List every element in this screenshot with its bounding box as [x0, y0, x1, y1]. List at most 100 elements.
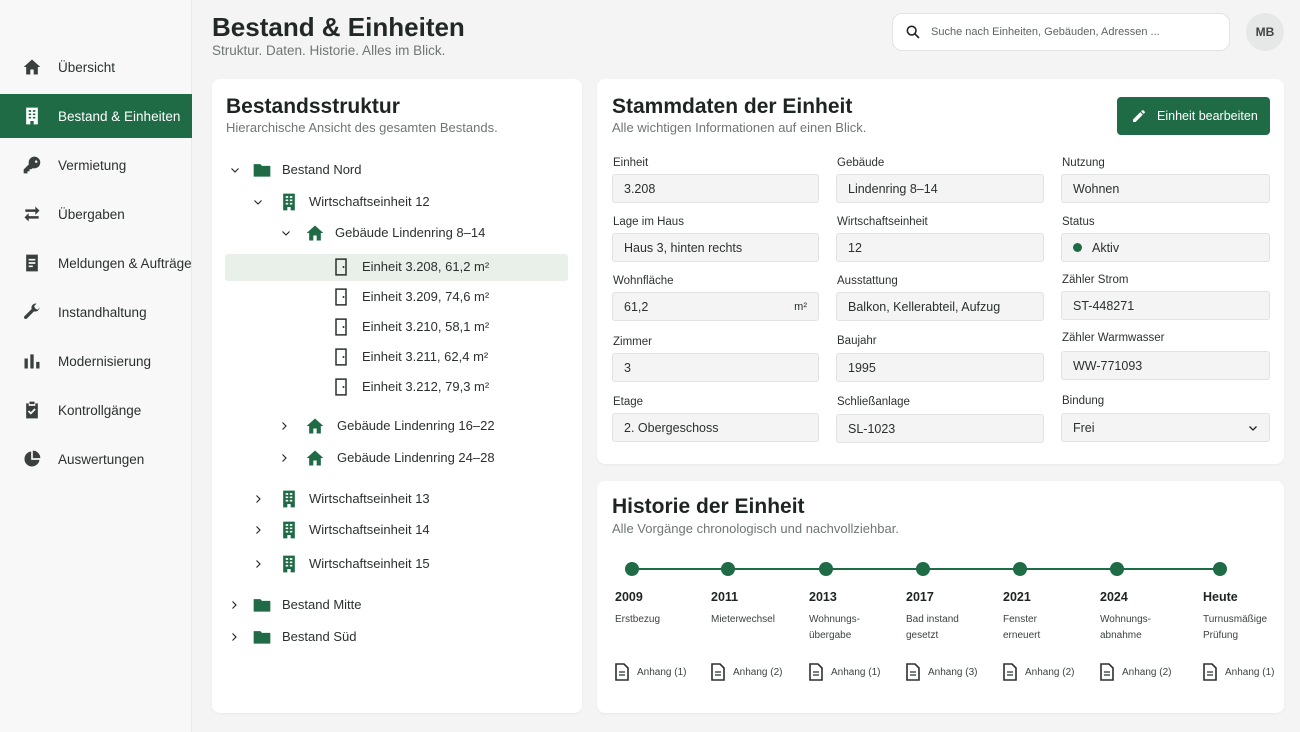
field-gebaeude[interactable]: Lindenring 8–14	[836, 174, 1044, 203]
timeline-dot[interactable]	[819, 562, 833, 576]
home-icon	[22, 57, 42, 77]
document-icon	[808, 663, 831, 681]
field-status[interactable]: Aktiv	[1061, 233, 1270, 262]
attachment-link[interactable]: Anhang (2)	[710, 663, 782, 681]
historie-subtitle: Alle Vorgänge chronologisch und nachvoll…	[612, 521, 899, 536]
document-icon	[1202, 663, 1225, 681]
sidebar-item-modernisierung[interactable]: Modernisierung	[0, 339, 192, 383]
field-schliessanlage[interactable]: SL-1023	[836, 414, 1044, 443]
folder-icon	[252, 595, 272, 615]
field-nutzung[interactable]: Wohnen	[1061, 174, 1270, 203]
attachment-link[interactable]: Anhang (1)	[1202, 663, 1274, 681]
attachment-link[interactable]: Anhang (2)	[1099, 663, 1171, 681]
search-input[interactable]	[931, 26, 1211, 38]
bindung-value: Frei	[1073, 420, 1095, 435]
timeline-dot[interactable]	[625, 562, 639, 576]
field-zaehler-warmwasser[interactable]: WW-771093	[1061, 351, 1270, 380]
search-box[interactable]	[892, 13, 1230, 51]
tree-node-label[interactable]: Einheit 3.210, 58,1 m²	[362, 319, 490, 334]
sidebar-item-bestand[interactable]: Bestand & Einheiten	[0, 94, 192, 138]
field-ausstattung[interactable]: Balkon, Kellerabteil, Aufzug	[836, 292, 1044, 321]
sidebar-item-kontrollgaenge[interactable]: Kontrollgänge	[0, 388, 192, 432]
tree-node-label[interactable]: Wirtschaftseinheit 15	[309, 556, 430, 571]
attachment-link[interactable]: Anhang (3)	[905, 663, 977, 681]
sidebar-nav: Übersicht Bestand & Einheiten Vermietung…	[0, 45, 192, 486]
attachment-label: Anhang (2)	[1122, 666, 1172, 678]
sidebar-item-uebersicht[interactable]: Übersicht	[0, 45, 192, 89]
timeline-description: Wohnungs- abnahme	[1100, 614, 1151, 641]
swap-icon	[22, 204, 42, 224]
field-label-einheit: Einheit	[613, 157, 649, 169]
tree-node-label[interactable]: Wirtschaftseinheit 12	[309, 194, 430, 209]
chevron-right-icon[interactable]	[227, 630, 241, 644]
attachment-link[interactable]: Anhang (1)	[614, 663, 686, 681]
tree-title: Bestandsstruktur	[226, 95, 400, 118]
door-icon	[331, 287, 351, 307]
field-einheit[interactable]: 3.208	[612, 174, 819, 203]
timeline-dot[interactable]	[916, 562, 930, 576]
timeline-dot[interactable]	[1013, 562, 1027, 576]
tree-node-label[interactable]: Wirtschaftseinheit 13	[309, 491, 430, 506]
field-lage[interactable]: Haus 3, hinten rechts	[612, 233, 819, 262]
chevron-right-icon[interactable]	[227, 598, 241, 612]
sidebar-item-label: Auswertungen	[58, 451, 145, 467]
attachment-link[interactable]: Anhang (2)	[1002, 663, 1074, 681]
chevron-right-icon[interactable]	[277, 419, 291, 433]
chevron-down-icon[interactable]	[228, 163, 242, 177]
sidebar-item-label: Instandhaltung	[58, 304, 147, 320]
sidebar-item-instandhaltung[interactable]: Instandhaltung	[0, 290, 192, 334]
building-icon	[279, 489, 299, 509]
stammdaten-subtitle: Alle wichtigen Informationen auf einen B…	[612, 120, 867, 135]
field-wirtschaftseinheit[interactable]: 12	[836, 233, 1044, 262]
sidebar-item-auswertungen[interactable]: Auswertungen	[0, 437, 192, 481]
tree-node-label[interactable]: Bestand Mitte	[282, 597, 362, 612]
field-label-etage: Etage	[613, 396, 644, 408]
field-zaehler-strom[interactable]: ST-448271	[1061, 291, 1270, 320]
folder-icon	[252, 160, 272, 180]
bar-chart-icon	[22, 351, 42, 371]
edit-unit-button[interactable]: Einheit bearbeiten	[1117, 97, 1270, 135]
chevron-right-icon[interactable]	[251, 492, 265, 506]
tree-node-label[interactable]: Einheit 3.208, 61,2 m²	[362, 259, 490, 274]
avatar[interactable]: MB	[1246, 13, 1284, 51]
chevron-down-icon[interactable]	[251, 195, 265, 209]
tree-node-label[interactable]: Bestand Nord	[282, 162, 362, 177]
field-wohnflaeche[interactable]: 61,2 m²	[612, 292, 819, 321]
timeline-dot[interactable]	[1213, 562, 1227, 576]
tree-node-label[interactable]: Gebäude Lindenring 24–28	[337, 450, 495, 465]
bindung-select[interactable]: Frei	[1061, 413, 1270, 442]
field-label-zimmer: Zimmer	[613, 336, 652, 348]
attachment-label: Anhang (1)	[1225, 666, 1275, 678]
sidebar-item-uebergaben[interactable]: Übergaben	[0, 192, 192, 236]
tree-node-label[interactable]: Einheit 3.209, 74,6 m²	[362, 289, 490, 304]
tree-node-label[interactable]: Wirtschaftseinheit 14	[309, 522, 430, 537]
field-baujahr[interactable]: 1995	[836, 353, 1044, 382]
chevron-down-icon[interactable]	[279, 226, 293, 240]
tree-node-label[interactable]: Gebäude Lindenring 16–22	[337, 418, 495, 433]
timeline-dot[interactable]	[721, 562, 735, 576]
tree-node-label[interactable]: Gebäude Lindenring 8–14	[335, 225, 486, 240]
sidebar-item-label: Übergaben	[58, 206, 125, 222]
timeline-year: 2021	[1003, 590, 1031, 604]
field-etage[interactable]: 2. Obergeschoss	[612, 413, 819, 442]
sidebar-item-meldungen[interactable]: Meldungen & Aufträge	[0, 241, 192, 285]
tree-node-label[interactable]: Einheit 3.211, 62,4 m²	[362, 349, 489, 364]
chevron-right-icon[interactable]	[251, 523, 265, 537]
sidebar-item-label: Vermietung	[58, 157, 127, 173]
building-icon	[279, 192, 299, 212]
status-dot	[1073, 243, 1082, 252]
attachment-link[interactable]: Anhang (1)	[808, 663, 880, 681]
stammdaten-card	[597, 79, 1284, 464]
field-zimmer[interactable]: 3	[612, 353, 819, 382]
house-icon	[305, 416, 325, 436]
tree-node-label[interactable]: Bestand Süd	[282, 629, 357, 644]
tree-node-label[interactable]: Einheit 3.212, 79,3 m²	[362, 379, 490, 394]
sidebar-item-vermietung[interactable]: Vermietung	[0, 143, 192, 187]
chevron-right-icon[interactable]	[251, 557, 265, 571]
timeline-description: Mieterwechsel	[711, 614, 775, 625]
timeline-dot[interactable]	[1110, 562, 1124, 576]
tree-card	[212, 79, 582, 713]
field-label-schliessanlage: Schließanlage	[837, 396, 910, 408]
tree-selection-highlight	[225, 254, 568, 281]
chevron-right-icon[interactable]	[277, 451, 291, 465]
